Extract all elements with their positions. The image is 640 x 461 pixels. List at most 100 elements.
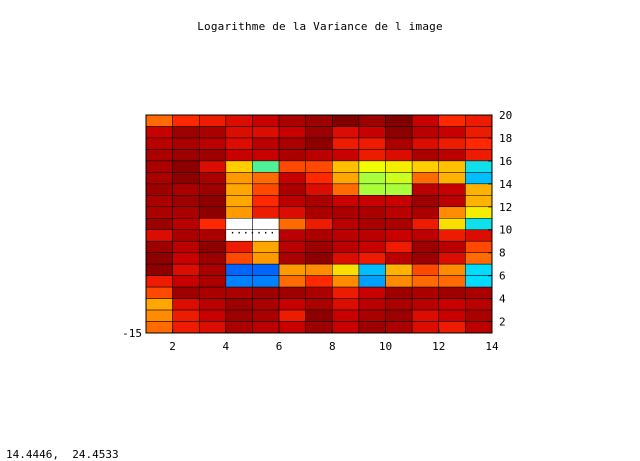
heatmap-cell: [198, 160, 227, 173]
pointer-coordinate-readout: 14.4446, 24.4533: [6, 448, 119, 461]
heatmap-cell: [438, 172, 466, 185]
heatmap-cell: [385, 126, 413, 139]
heatmap-cell: [225, 137, 253, 150]
heatmap-cell: [385, 183, 413, 196]
heatmap-cell: [305, 114, 333, 127]
heatmap-cell: [411, 309, 440, 322]
heatmap-cell: [438, 149, 466, 162]
heatmap-cell: [145, 114, 173, 127]
heatmap-cell: [358, 126, 386, 139]
heatmap-cell: [252, 286, 280, 299]
heatmap-cell: [385, 195, 413, 208]
heatmap-cell: [358, 206, 386, 219]
heatmap-cell: [145, 263, 173, 276]
heatmap-cell: [332, 298, 360, 311]
y-tick-label: 16: [499, 155, 512, 168]
heatmap-cell: [198, 286, 227, 299]
heatmap-cell: [411, 263, 440, 276]
heatmap-cell: [145, 321, 173, 334]
heatmap-cell: [438, 321, 466, 334]
y-tick-label: 10: [499, 224, 512, 237]
heatmap-cell: [438, 275, 466, 288]
heatmap-cell: [225, 114, 253, 127]
heatmap-cell: [305, 286, 333, 299]
heatmap-cell: [411, 172, 440, 185]
heatmap-cell: [305, 218, 333, 230]
y-tick-label: 20: [499, 109, 512, 122]
heatmap-cell: [332, 195, 360, 208]
x-tick-label: 6: [276, 340, 283, 353]
heatmap-cell: [305, 252, 333, 265]
heatmap-cell: [225, 206, 253, 219]
heatmap-cell: [198, 263, 227, 276]
heatmap-cell: [305, 172, 333, 185]
heatmap-cell: [278, 252, 306, 265]
heatmap-cell: [411, 137, 440, 150]
heatmap-cell: [198, 137, 227, 150]
heatmap-cell: [358, 183, 386, 196]
heatmap-cell: [305, 149, 333, 162]
heatmap-cell: [385, 114, 413, 127]
heatmap-cell: [145, 160, 173, 173]
heatmap-cell: [252, 298, 280, 311]
heatmap-cell: [332, 183, 360, 196]
chart-title: Logarithme de la Variance de l image: [197, 20, 443, 33]
heatmap-cell: [358, 114, 386, 127]
heatmap-cell: [145, 309, 173, 322]
heatmap-cell: [332, 275, 360, 288]
heatmap-cell: [385, 172, 413, 185]
heatmap-cell: [145, 137, 173, 150]
heatmap-cell: [411, 298, 440, 311]
heatmap-cell: [438, 240, 466, 253]
heatmap-cell: [358, 275, 386, 288]
heatmap-cell: [438, 298, 466, 311]
heatmap-cell: [252, 263, 280, 276]
y-tick-label: 18: [499, 132, 512, 145]
heatmap-cell: [172, 114, 200, 127]
heatmap-cells: [145, 114, 493, 334]
heatmap-cell: [411, 321, 440, 334]
heatmap-cell: [465, 126, 493, 139]
heatmap-cell: [332, 309, 360, 322]
heatmap-cell: [225, 309, 253, 322]
heatmap-cell: [332, 263, 360, 276]
heatmap-cell: [172, 218, 200, 230]
heatmap-cell: [438, 195, 466, 208]
heatmap-cell: [252, 321, 280, 334]
heatmap-cell: [225, 160, 253, 173]
heatmap-cell: [278, 309, 306, 322]
heatmap-cell: [278, 172, 306, 185]
heatmap-cell: [305, 240, 333, 253]
heatmap-cell: [278, 321, 306, 334]
heatmap-cell: [198, 183, 227, 196]
heatmap-cell: [278, 137, 306, 150]
heatmap-cell: [465, 298, 493, 311]
heatmap-cell: [411, 149, 440, 162]
heatmap-cell: [385, 252, 413, 265]
heatmap-cell: [385, 263, 413, 276]
heatmap-cell: [438, 137, 466, 150]
heatmap-cell: [198, 298, 227, 311]
heatmap-cell: [172, 252, 200, 265]
heatmap-cell: [145, 172, 173, 185]
heatmap-cell: [305, 229, 333, 242]
heatmap-cell: [172, 286, 200, 299]
heatmap-cell: [172, 172, 200, 185]
heatmap-cell: [385, 240, 413, 253]
heatmap-cell: [332, 252, 360, 265]
heatmap-cell: [225, 275, 253, 288]
y-tick-label: 4: [499, 293, 506, 306]
heatmap-cell: [385, 218, 413, 230]
heatmap-cell: [385, 309, 413, 322]
heatmap-cell: [411, 240, 440, 253]
heatmap-cell: [278, 195, 306, 208]
plot-frame: [145, 114, 493, 334]
heatmap-cell: [358, 309, 386, 322]
heatmap-cell: [438, 229, 466, 242]
heatmap-cell: [172, 321, 200, 334]
heatmap-cell: [411, 275, 440, 288]
heatmap-cell: [198, 126, 227, 139]
heatmap-cell: [358, 195, 386, 208]
y-tick-label: 14: [499, 178, 513, 191]
